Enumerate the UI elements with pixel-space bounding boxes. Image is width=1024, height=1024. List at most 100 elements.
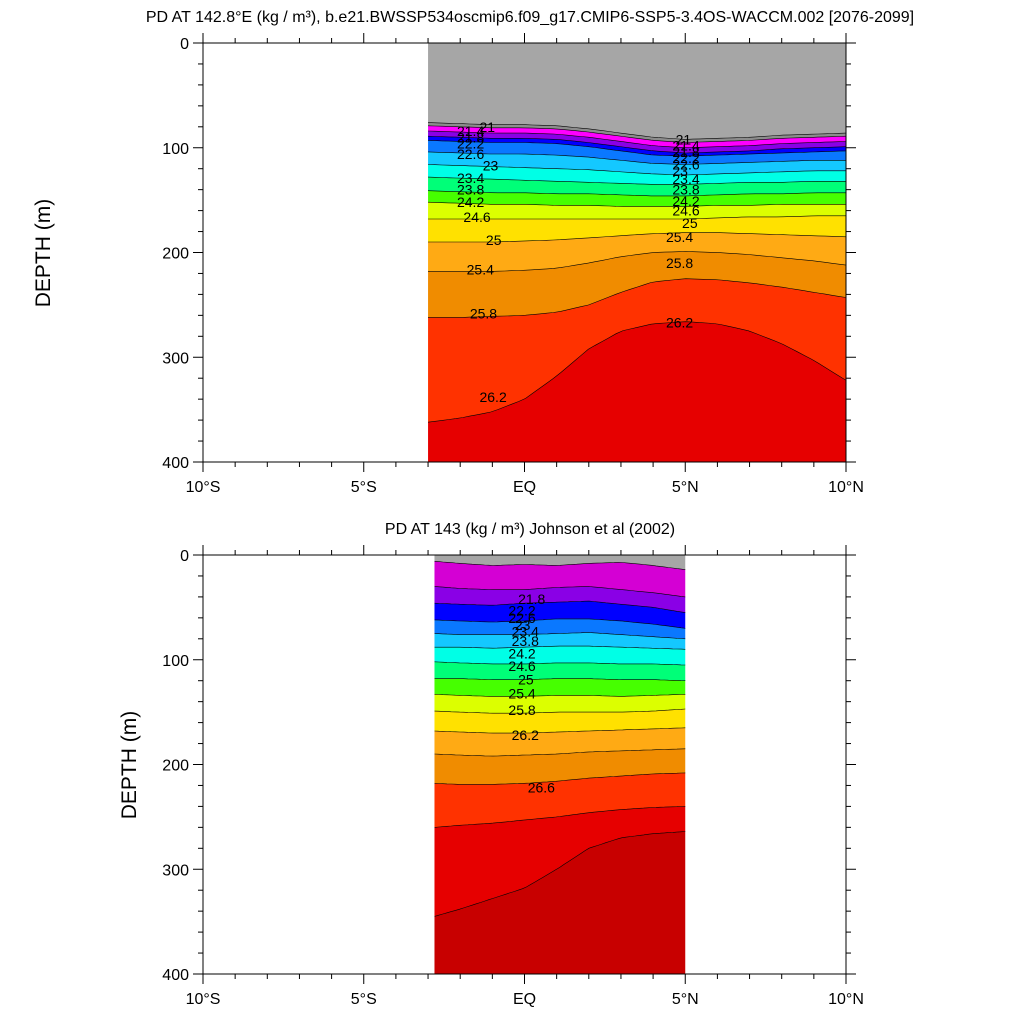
density-band: [434, 708, 686, 734]
isopycnal-contour-line: [434, 748, 686, 757]
contour-label: 25.8: [470, 305, 497, 321]
y-tick-label: 300: [162, 350, 189, 367]
contour-label: 23.4: [457, 170, 484, 186]
contour-label: 22.6: [508, 610, 535, 626]
isopycnal-contour-line: [434, 831, 686, 917]
data-top-boundary: [434, 561, 686, 570]
contour-label: 25: [518, 672, 534, 688]
density-band: [428, 215, 846, 243]
density-band: [434, 831, 686, 974]
density-band: [434, 727, 686, 757]
x-tick-label: 5°N: [672, 479, 699, 496]
isopycnal-contour-line: [434, 645, 686, 650]
top-panel-plot-area: 2121.421.822.222.62323.423.824.224.62525…: [162, 33, 864, 496]
density-band: [434, 806, 686, 917]
density-band: [428, 130, 846, 153]
x-tick-label: 5°S: [351, 991, 377, 1008]
isopycnal-contour-line: [434, 661, 686, 666]
top-panel-y-axis-label: DEPTH (m): [32, 199, 55, 308]
isopycnal-contour-line: [434, 678, 686, 681]
contour-label: 24.2: [672, 193, 699, 209]
x-tick-label: 10°N: [828, 991, 864, 1008]
isopycnal-contour-line: [428, 278, 846, 318]
contour-label: 21.8: [672, 144, 699, 160]
density-band: [428, 164, 846, 185]
density-band: [428, 136, 846, 157]
x-tick-label: 10°S: [186, 479, 221, 496]
contour-label: 23.4: [672, 171, 699, 187]
y-tick-label: 300: [162, 862, 189, 879]
x-tick-label: 10°N: [828, 479, 864, 496]
isopycnal-contour-line: [427, 130, 846, 149]
contour-label: 26.2: [479, 389, 506, 405]
isopycnal-contour-line: [428, 232, 846, 243]
x-tick-label: 5°S: [351, 479, 377, 496]
contour-label: 25.4: [666, 229, 693, 245]
isopycnal-contour-line: [427, 176, 846, 185]
contour-label: 24.6: [672, 203, 699, 219]
isopycnal-contour-line: [434, 632, 686, 640]
contour-label: 25: [682, 215, 698, 231]
bottom-panel: PD AT 143 (kg / m³) Johnson et al (2002)…: [118, 521, 864, 1008]
density-band: [428, 190, 846, 207]
y-tick-label: 400: [162, 455, 189, 472]
contour-label: 23: [672, 163, 688, 179]
isopycnal-contour-line: [434, 586, 686, 598]
x-tick-label: 5°N: [672, 991, 699, 1008]
contour-label: 23: [515, 617, 531, 633]
contour-label: 23.8: [672, 182, 699, 198]
contour-label: 22.2: [457, 136, 484, 152]
contour-label: 21.4: [457, 123, 484, 139]
isopycnal-contour-line: [434, 727, 686, 734]
x-tick-label: 10°S: [186, 991, 221, 1008]
density-band: [434, 601, 686, 629]
contour-label: 26.2: [666, 315, 693, 331]
isopycnal-contour-line: [427, 190, 846, 197]
bottom-panel-title: PD AT 143 (kg / m³) Johnson et al (2002): [385, 521, 675, 538]
missing-data-region: [428, 43, 846, 140]
density-band: [428, 125, 846, 148]
isopycnal-contour-line: [428, 215, 846, 220]
contour-label: 21.4: [672, 138, 699, 154]
y-tick-label: 100: [162, 653, 189, 670]
isopycnal-contour-line: [434, 694, 686, 697]
isopycnal-contour-line: [427, 164, 846, 176]
density-band: [428, 321, 846, 462]
isopycnal-contour-line: [434, 806, 686, 828]
contour-label: 26.2: [512, 727, 539, 743]
density-band: [434, 561, 686, 597]
x-tick-label: EQ: [513, 991, 536, 1008]
density-band: [428, 202, 846, 219]
contour-label: 25.4: [467, 261, 494, 277]
density-band: [434, 678, 686, 697]
contour-label: 25.8: [508, 702, 535, 718]
density-band: [428, 122, 846, 143]
contour-label: 26.6: [528, 780, 555, 796]
density-band: [428, 140, 846, 165]
bottom-panel-plot-area: 21.822.222.62323.423.824.224.62525.425.8…: [162, 545, 864, 1008]
missing-data-region: [434, 555, 686, 570]
bottom-panel-y-axis-label: DEPTH (m): [118, 711, 141, 820]
contour-label: 21.8: [518, 591, 545, 607]
density-band: [434, 772, 686, 828]
contour-label: 24.6: [463, 209, 490, 225]
y-tick-label: 400: [162, 967, 189, 984]
isopycnal-contour-line: [427, 201, 846, 207]
isopycnal-contour-line: [434, 618, 686, 629]
density-band: [428, 177, 846, 196]
isopycnal-contour-line: [434, 772, 686, 785]
density-band: [428, 232, 846, 272]
isopycnal-contour-line: [427, 125, 846, 143]
isopycnal-contour-line: [427, 140, 846, 157]
density-band: [434, 618, 686, 639]
contour-label: 22.6: [457, 146, 484, 162]
contour-label: 24.2: [508, 645, 535, 661]
y-tick-label: 200: [162, 246, 189, 263]
x-tick-label: EQ: [513, 479, 536, 496]
density-fill-layer: 2121.421.822.222.62323.423.824.224.62525…: [427, 43, 846, 462]
contour-label: 24.6: [508, 658, 535, 674]
y-tick-label: 0: [180, 548, 189, 565]
contour-label: 21: [479, 119, 495, 135]
density-band: [434, 694, 686, 714]
